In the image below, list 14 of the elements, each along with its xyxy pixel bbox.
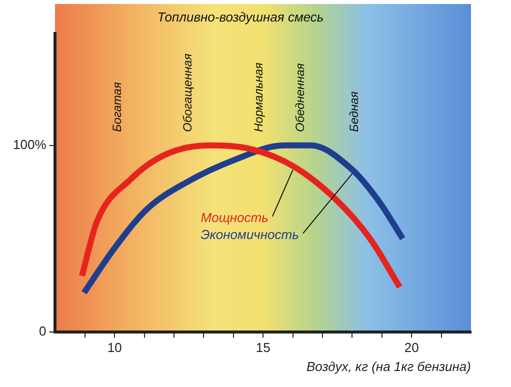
annotation: Нормальная [251, 62, 266, 132]
annotation: Обогащенная [180, 53, 195, 132]
y-tick-label: 0 [39, 323, 46, 338]
x-tick-label: 10 [107, 340, 122, 356]
annotation: Богатая [110, 82, 124, 132]
x-tick-label: 15 [256, 340, 270, 356]
text: Экономичность [200, 227, 300, 242]
annotation: Обедненная [292, 62, 307, 132]
chart-title: Топливно-воздушная смесь [157, 9, 324, 24]
text: Мощность [200, 210, 269, 226]
y-tick-label: 100% [13, 137, 47, 152]
x-axis-title: Воздух, кг (на 1кг бензина) [306, 358, 471, 374]
annotation: Бедная [346, 90, 361, 132]
x-tick-label: 20 [404, 340, 419, 356]
